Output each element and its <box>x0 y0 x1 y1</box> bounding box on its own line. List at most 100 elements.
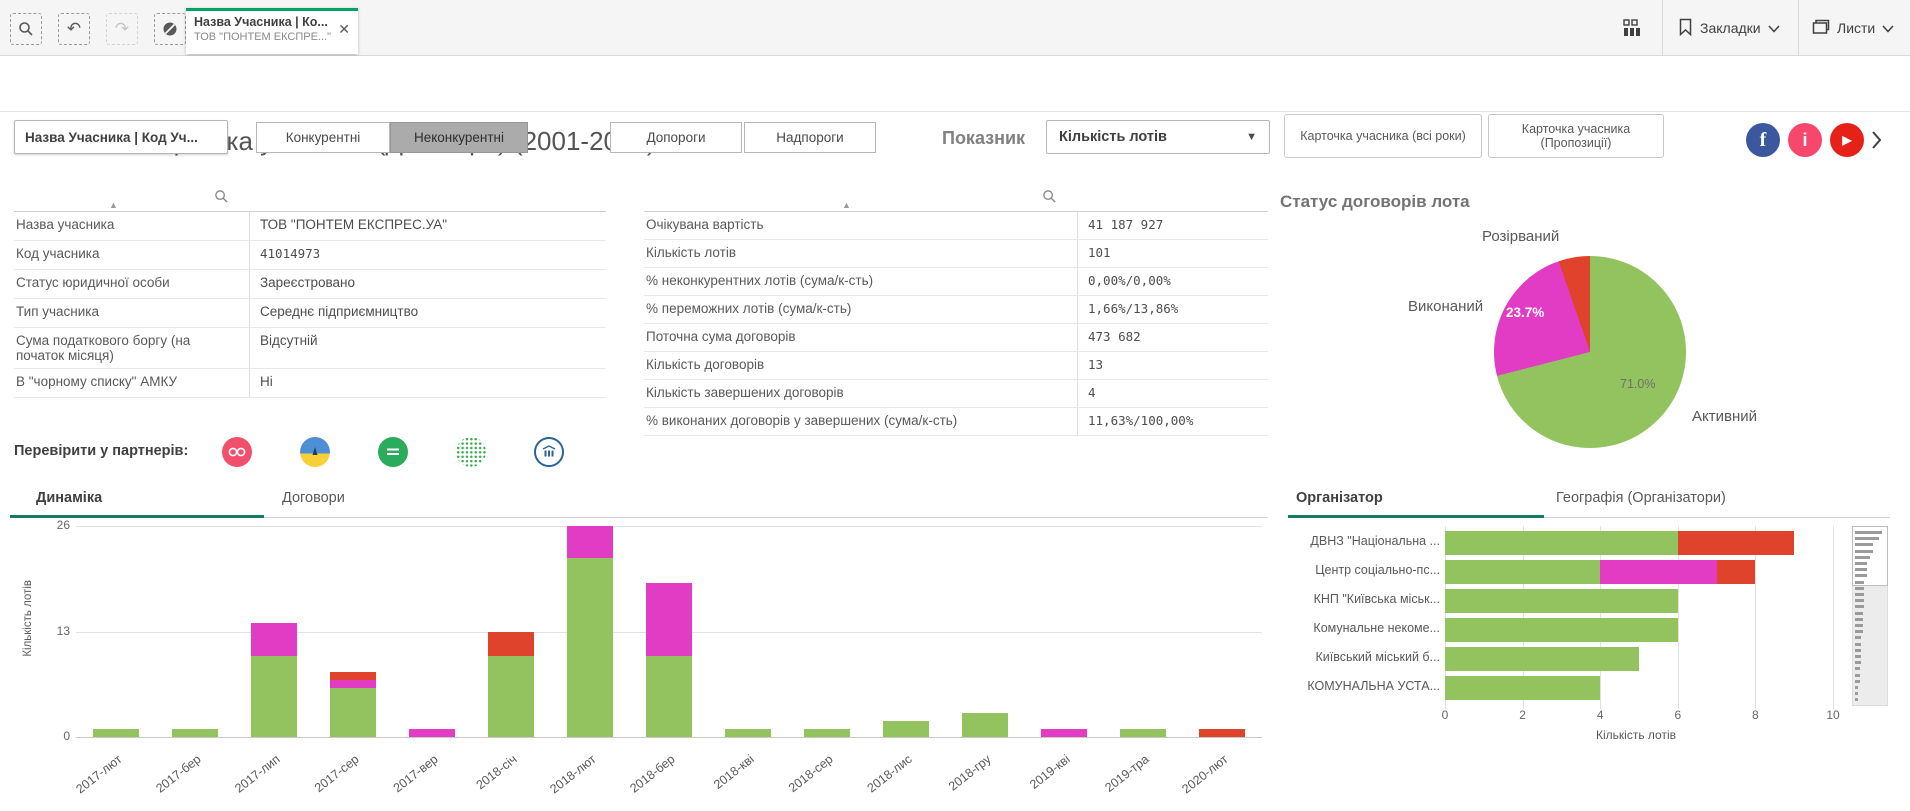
bar-segment-Активний[interactable] <box>962 713 1008 737</box>
bar-segment-Активний[interactable] <box>725 729 771 737</box>
bar-segment-Активний[interactable] <box>883 721 929 737</box>
search-icon[interactable] <box>1042 189 1057 207</box>
minimap-bar <box>1855 574 1867 577</box>
bar-segment-Виконаний[interactable] <box>251 623 297 655</box>
bar-segment-Активний[interactable] <box>1120 729 1166 737</box>
bar-segment-Виконаний[interactable] <box>1600 560 1716 584</box>
table-row[interactable]: % неконкурентних лотів (сума/к-сть) 0,00… <box>644 268 1268 296</box>
tab-organizer[interactable]: Організатор <box>1296 490 1383 506</box>
table-row[interactable]: Назва учасника ТОВ "ПОНТЕМ ЕКСПРЕС.УА" <box>14 212 606 241</box>
bar-segment-Активний[interactable] <box>330 688 376 737</box>
bar-segment-Активний[interactable] <box>1445 618 1678 642</box>
table-header[interactable]: ▲ <box>644 182 1268 212</box>
table-row[interactable]: % виконаних договорів у завершених (сума… <box>644 408 1268 436</box>
opendatabot-icon[interactable] <box>222 437 252 467</box>
bar-segment-Активний[interactable] <box>567 558 613 737</box>
minimap-bar <box>1855 649 1861 652</box>
sheets-button[interactable]: Листи <box>1812 0 1894 56</box>
lot-status-pie-chart[interactable] <box>1494 256 1686 448</box>
current-selection-chip[interactable]: Назва Учасника | Ко... ТОВ "ПОНТЕМ ЕКСПР… <box>186 8 358 54</box>
participant-filter-field[interactable]: Назва Учасника | Код Уч... <box>14 120 228 154</box>
bar-segment-Активний[interactable] <box>488 656 534 737</box>
participant-card-all-years-button[interactable]: Карточка учасника (всі роки) <box>1284 114 1482 158</box>
clarity-project-icon[interactable] <box>300 437 330 467</box>
filter-button-competitive[interactable]: Конкурентні <box>256 122 390 153</box>
bar-segment-Активний[interactable] <box>93 729 139 737</box>
undo-selection-icon[interactable]: ↶ <box>58 13 90 45</box>
bar-segment-Виконаний[interactable] <box>330 680 376 688</box>
bookmarks-button[interactable]: Закладки <box>1678 0 1780 56</box>
participant-card-proposals-button[interactable]: Карточка учасника (Пропозиції) <box>1488 114 1664 158</box>
bar-segment-Виконаний[interactable] <box>409 729 455 737</box>
bar-segment-Активний[interactable] <box>1445 589 1678 613</box>
tab-contracts[interactable]: Договори <box>282 490 345 506</box>
minimap-bar <box>1855 587 1864 590</box>
dozorro-globe-icon[interactable] <box>456 437 486 467</box>
court-register-icon[interactable] <box>534 437 564 467</box>
next-sheet-icon[interactable] <box>1871 130 1882 155</box>
bar-segment-Розірваний[interactable] <box>1199 729 1245 737</box>
youcontrol-icon[interactable] <box>378 437 408 467</box>
bar-segment-Розірваний[interactable] <box>1717 560 1756 584</box>
app-navigation-icon[interactable] <box>1622 0 1642 56</box>
table-row[interactable]: Сума податкового боргу (на початок місяц… <box>14 328 606 369</box>
bar-segment-Розірваний[interactable] <box>330 672 376 680</box>
minimap-bar <box>1855 599 1864 602</box>
table-row[interactable]: Статус юридичної особи Зареєстровано <box>14 270 606 299</box>
table-row[interactable]: Кількість завершених договорів 4 <box>644 380 1268 408</box>
search-icon[interactable] <box>214 189 229 207</box>
table-row[interactable]: Кількість лотів 101 <box>644 240 1268 268</box>
category-label[interactable]: Київський міський б... <box>1280 650 1440 664</box>
bar-segment-Активний[interactable] <box>804 729 850 737</box>
selection-field: Назва Учасника | Ко... <box>194 15 350 29</box>
chart-scrollbar[interactable] <box>1852 526 1888 706</box>
table-row[interactable]: Поточна сума договорів 473 682 <box>644 324 1268 352</box>
bar-segment-Активний[interactable] <box>1445 560 1600 584</box>
x-axis-line <box>76 737 1262 738</box>
bar-segment-Виконаний[interactable] <box>567 526 613 558</box>
bar-segment-Розірваний[interactable] <box>488 632 534 656</box>
sort-asc-icon: ▲ <box>109 200 118 210</box>
category-label[interactable]: Комунальне некоме... <box>1280 621 1440 635</box>
info-icon[interactable]: i <box>1788 123 1822 157</box>
tab-dynamics[interactable]: Динаміка <box>36 490 102 506</box>
y-axis-tick: 13 <box>42 624 70 638</box>
youtube-icon[interactable]: ▶ <box>1830 123 1864 157</box>
clear-selections-icon[interactable] <box>154 13 186 45</box>
table-row[interactable]: Кількість договорів 13 <box>644 352 1268 380</box>
indicator-dropdown[interactable]: Кількість лотів ▼ <box>1046 120 1270 154</box>
x-axis-category[interactable]: 2017-лют <box>13 752 124 811</box>
bar-segment-Активний[interactable] <box>1445 676 1600 700</box>
table-row[interactable]: Код учасника 41014973 <box>14 241 606 270</box>
category-label[interactable]: КНП "Київська міськ... <box>1280 592 1440 606</box>
facebook-icon[interactable]: f <box>1746 123 1780 157</box>
pie-label-active: Активний <box>1692 408 1757 425</box>
category-label[interactable]: ДВНЗ "Національна ... <box>1280 534 1440 548</box>
x-axis-tick: 8 <box>1741 708 1769 722</box>
filter-button-belowthreshold[interactable]: Допороги <box>610 122 742 153</box>
selection-value: ТОВ "ПОНТЕМ ЕКСПРЕ..." <box>194 31 350 43</box>
bar-segment-Виконаний[interactable] <box>646 583 692 656</box>
bar-segment-Виконаний[interactable] <box>1041 729 1087 737</box>
search-selections-icon[interactable] <box>10 13 42 45</box>
remove-selection-icon[interactable]: ✕ <box>338 21 350 38</box>
table-header[interactable]: ▲ <box>14 182 606 212</box>
bar-segment-Активний[interactable] <box>251 656 297 737</box>
chevron-down-icon <box>1768 20 1780 36</box>
filter-button-abovethreshold[interactable]: Надпороги <box>744 122 876 153</box>
tab-geography[interactable]: Географія (Організатори) <box>1556 490 1726 506</box>
table-row[interactable]: % переможних лотів (сума/к-сть) 1,66%/13… <box>644 296 1268 324</box>
bar-segment-Активний[interactable] <box>1445 531 1678 555</box>
filter-button-noncompetitive[interactable]: Неконкурентні <box>390 122 528 153</box>
category-label[interactable]: Центр соціально-пс... <box>1280 563 1440 577</box>
table-row[interactable]: Очікувана вартість 41 187 927 <box>644 212 1268 240</box>
minimap-bar <box>1855 686 1858 689</box>
bar-segment-Активний[interactable] <box>172 729 218 737</box>
toolbar-divider <box>1798 0 1799 56</box>
bar-segment-Активний[interactable] <box>646 656 692 737</box>
bar-segment-Розірваний[interactable] <box>1678 531 1794 555</box>
table-row[interactable]: Тип учасника Середнє підприємництво <box>14 299 606 328</box>
bar-segment-Активний[interactable] <box>1445 647 1639 671</box>
table-row[interactable]: В "чорному списку" АМКУ Ні <box>14 369 606 398</box>
category-label[interactable]: КОМУНАЛЬНА УСТА... <box>1280 679 1440 693</box>
